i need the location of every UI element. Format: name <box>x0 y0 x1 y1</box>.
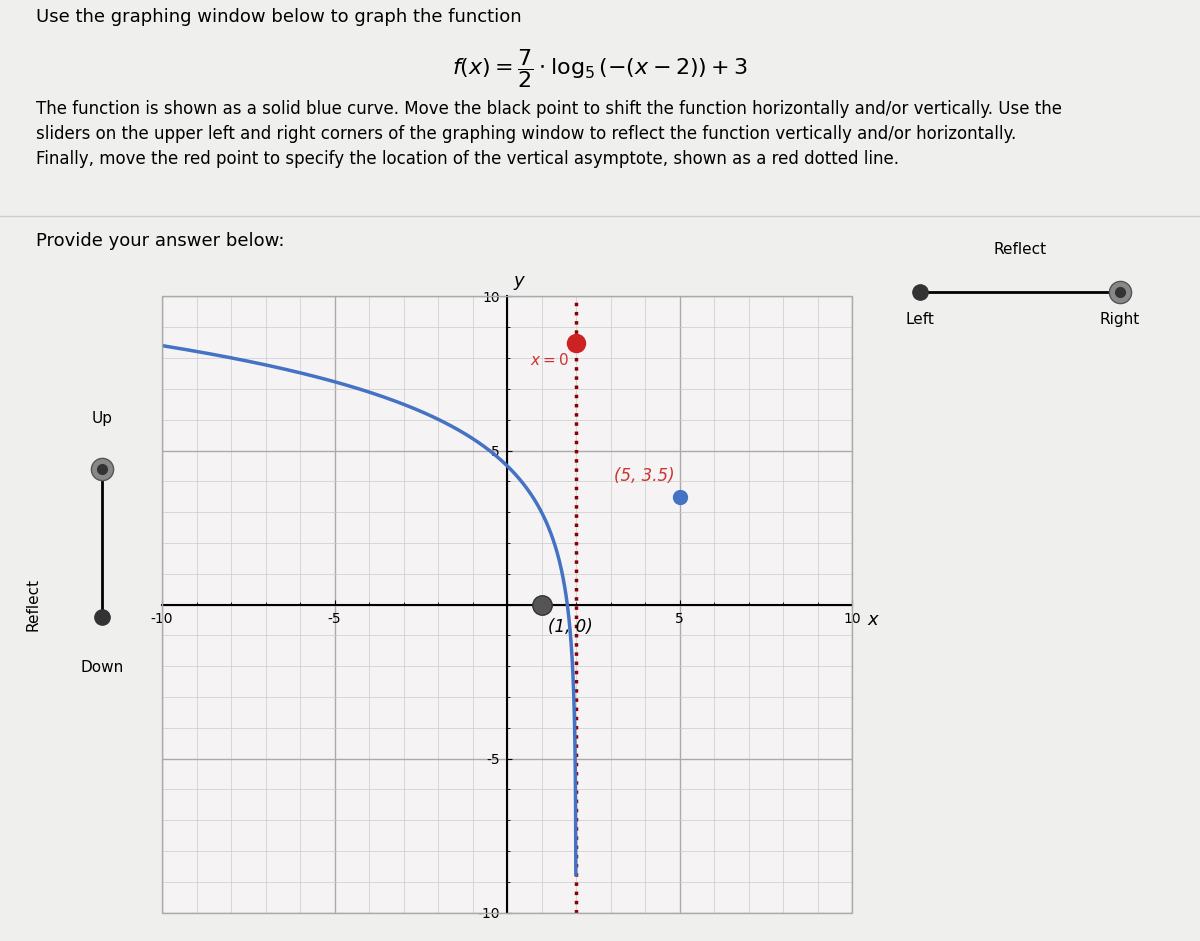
Text: Reflect: Reflect <box>994 242 1046 257</box>
Text: (5, 3.5): (5, 3.5) <box>614 468 674 486</box>
Text: Reflect: Reflect <box>25 578 41 631</box>
Text: (1, 0): (1, 0) <box>548 618 593 636</box>
Text: Left: Left <box>906 312 935 327</box>
Text: Up: Up <box>91 411 113 426</box>
Text: Right: Right <box>1099 312 1140 327</box>
Text: Use the graphing window below to graph the function: Use the graphing window below to graph t… <box>36 8 522 26</box>
Text: Down: Down <box>80 660 124 675</box>
Text: $f(x) = \dfrac{7}{2} \cdot \log_5(-(x-2)) + 3$: $f(x) = \dfrac{7}{2} \cdot \log_5(-(x-2)… <box>452 47 748 90</box>
Text: x: x <box>868 611 878 629</box>
Text: The function is shown as a solid blue curve. Move the black point to shift the f: The function is shown as a solid blue cu… <box>36 100 1062 168</box>
Text: y: y <box>514 272 524 290</box>
Text: Provide your answer below:: Provide your answer below: <box>36 231 284 250</box>
Text: $x = 0$: $x = 0$ <box>530 352 569 368</box>
